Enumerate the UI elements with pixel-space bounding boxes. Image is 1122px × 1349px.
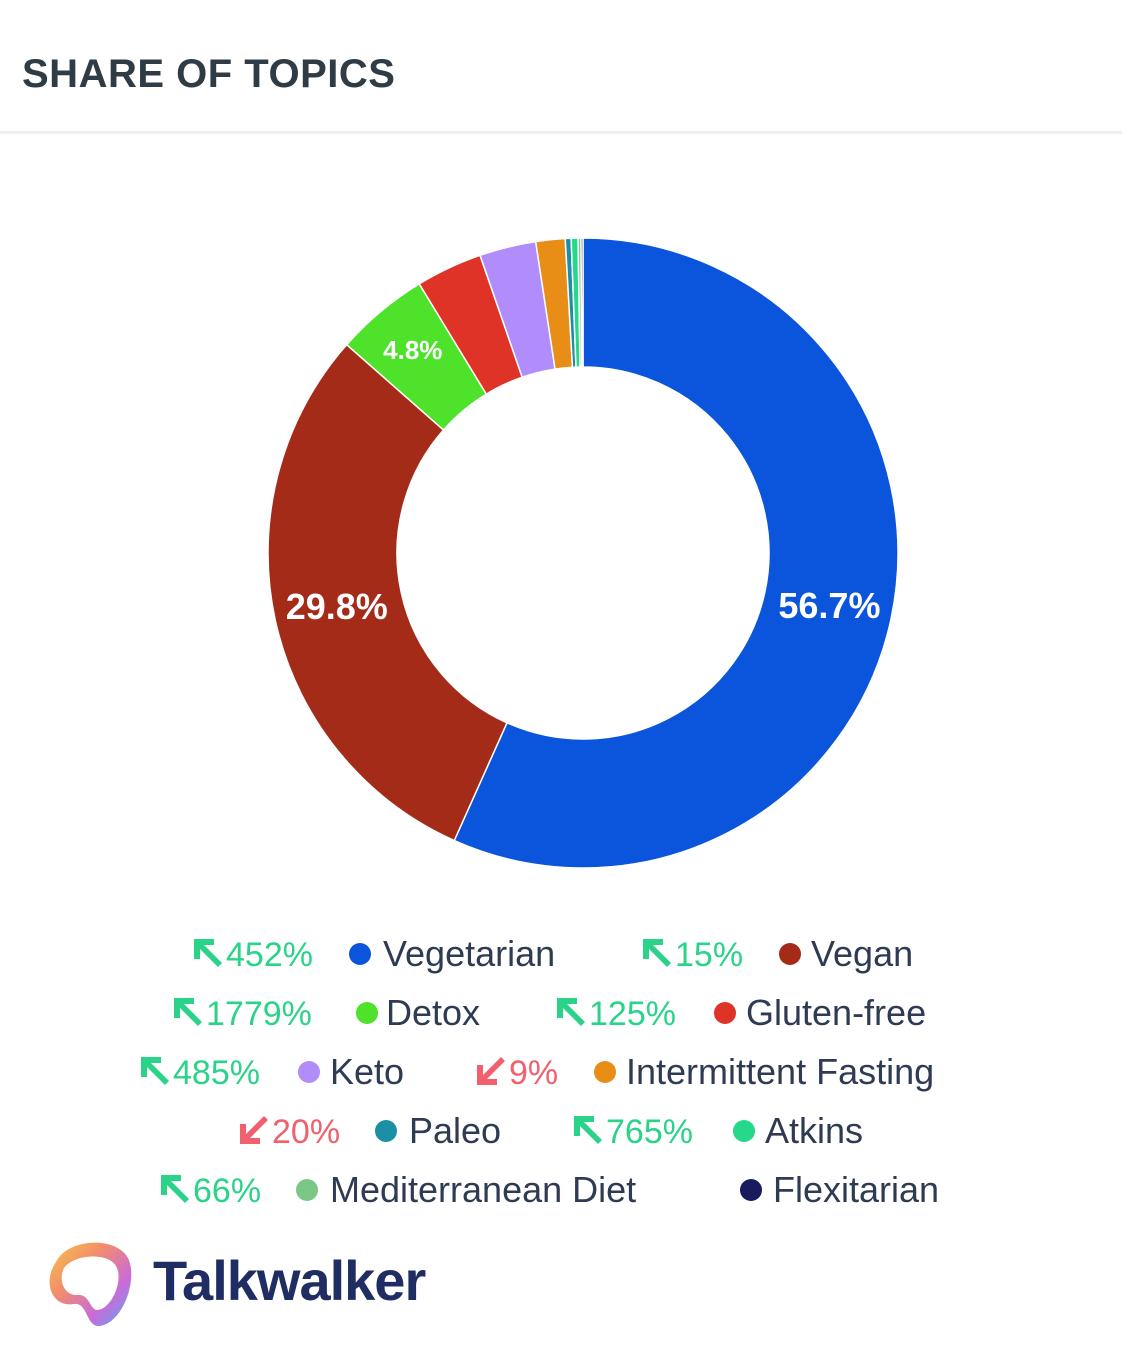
- legend-dot-gluten-free: [714, 1002, 736, 1024]
- trend-value: 1779%: [206, 995, 312, 1033]
- legend-dot-paleo: [375, 1120, 397, 1142]
- brand-name: Talkwalker: [153, 1249, 426, 1312]
- data-label-detox: 4.8%: [383, 335, 442, 365]
- trend-up-arrow-icon: [557, 998, 585, 1026]
- trend-value: 765%: [606, 1113, 693, 1151]
- legend-dot-flexitarian: [740, 1179, 762, 1201]
- legend-dot-keto: [298, 1061, 320, 1083]
- trend-up-arrow-icon: [161, 1175, 189, 1203]
- trend-value: 15%: [675, 936, 744, 974]
- trend-value: 125%: [589, 995, 676, 1033]
- legend-label-keto[interactable]: Keto: [330, 1051, 405, 1092]
- donut-slice-vegan: [267, 343, 508, 842]
- legend-label-detox[interactable]: Detox: [386, 992, 481, 1033]
- trend-value: 9%: [509, 1054, 559, 1092]
- trend-up-arrow-icon: [194, 939, 222, 967]
- legend-label-gluten-free[interactable]: Gluten-free: [746, 992, 927, 1033]
- data-label-vegan: 29.8%: [286, 586, 388, 627]
- legend-label-paleo[interactable]: Paleo: [409, 1110, 502, 1151]
- trend-value: 452%: [226, 936, 313, 974]
- trend-up-arrow-icon: [174, 998, 202, 1026]
- donut-slice-flexitarian: [580, 237, 584, 368]
- legend-label-atkins[interactable]: Atkins: [765, 1110, 864, 1151]
- trend-up-arrow-icon: [141, 1057, 169, 1085]
- legend-label-flexitarian[interactable]: Flexitarian: [773, 1169, 940, 1210]
- trend-value: 20%: [272, 1113, 341, 1151]
- trend-up-arrow-icon: [574, 1116, 602, 1144]
- trend-paleo: 20%: [238, 1109, 340, 1153]
- legend-label-vegetarian[interactable]: Vegetarian: [383, 933, 556, 974]
- trend-detox: 1779%: [172, 991, 312, 1035]
- trend-vegetarian: 452%: [192, 932, 313, 976]
- trend-value: 485%: [173, 1054, 260, 1092]
- trend-vegan: 15%: [641, 932, 743, 976]
- legend-row: 1779% Detox 125% Gluten-free: [0, 991, 1122, 1035]
- talkwalker-logo-icon: [49, 1242, 132, 1327]
- trend-down-arrow-icon: [240, 1116, 268, 1144]
- legend-label-intermittent-fasting[interactable]: Intermittent Fasting: [626, 1051, 935, 1092]
- donut-slice-vegetarian: [453, 237, 899, 869]
- trend-keto: 485%: [139, 1050, 260, 1094]
- legend-dot-mediterranean-diet: [296, 1179, 318, 1201]
- legend-dot-detox: [356, 1002, 378, 1024]
- trend-up-arrow-icon: [643, 939, 671, 967]
- legend-row: 20% Paleo 765% Atkins: [0, 1109, 1122, 1153]
- card-header: SHARE OF TOPICS: [0, 0, 1122, 134]
- legend-dot-vegetarian: [349, 943, 371, 965]
- trend-value: 66%: [193, 1172, 262, 1210]
- legend-dot-vegan: [779, 943, 801, 965]
- legend-row: 485% Keto 9% Intermittent Fasting: [0, 1050, 1122, 1094]
- legend-dot-intermittent-fasting: [594, 1061, 616, 1083]
- legend-label-vegan[interactable]: Vegan: [811, 933, 914, 974]
- trend-intermittent-fasting: 9%: [475, 1050, 558, 1094]
- legend-dot-atkins: [733, 1120, 755, 1142]
- data-label-vegetarian: 56.7%: [778, 585, 880, 626]
- legend-label-mediterranean-diet[interactable]: Mediterranean Diet: [330, 1169, 637, 1210]
- trend-atkins: 765%: [572, 1109, 693, 1153]
- legend-row: 66% Mediterranean Diet Flexitarian: [0, 1168, 1122, 1212]
- page-title: SHARE OF TOPICS: [22, 52, 396, 96]
- donut-chart: 56.7% 29.8% 4.8%: [267, 237, 899, 869]
- trend-down-arrow-icon: [477, 1057, 505, 1085]
- legend-row: 452% Vegetarian 15% Vegan: [0, 932, 1122, 976]
- trend-gluten-free: 125%: [555, 991, 676, 1035]
- trend-mediterranean-diet: 66%: [159, 1168, 261, 1212]
